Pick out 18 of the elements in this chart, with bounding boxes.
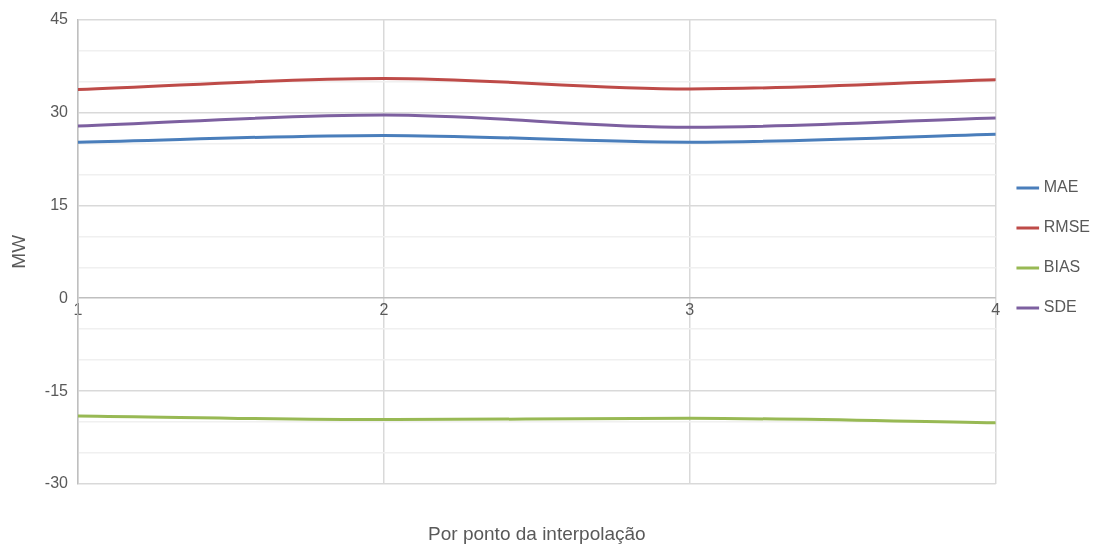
x-tick-label: 4 [991,301,1001,319]
y-tick-label: 30 [50,102,69,120]
x-tick-label: 2 [379,301,389,319]
y-tick-label: -15 [44,381,69,399]
line-series [77,414,996,425]
y-axis-title: MW [7,234,29,269]
line-series [77,76,996,92]
y-tick-label: 45 [50,10,69,28]
y-tick-label: 0 [59,288,69,306]
legend-label: BIAS [1043,258,1081,276]
legend-label: RMSE [1043,218,1091,236]
y-tick-label: -30 [44,474,69,492]
x-tick-label: 3 [685,301,695,319]
line-series [77,113,996,129]
x-axis-title: Por ponto da interpolação [428,522,646,544]
legend-label: SDE [1043,298,1077,316]
y-tick-label: 15 [50,195,69,213]
legend-label: MAE [1043,178,1079,196]
